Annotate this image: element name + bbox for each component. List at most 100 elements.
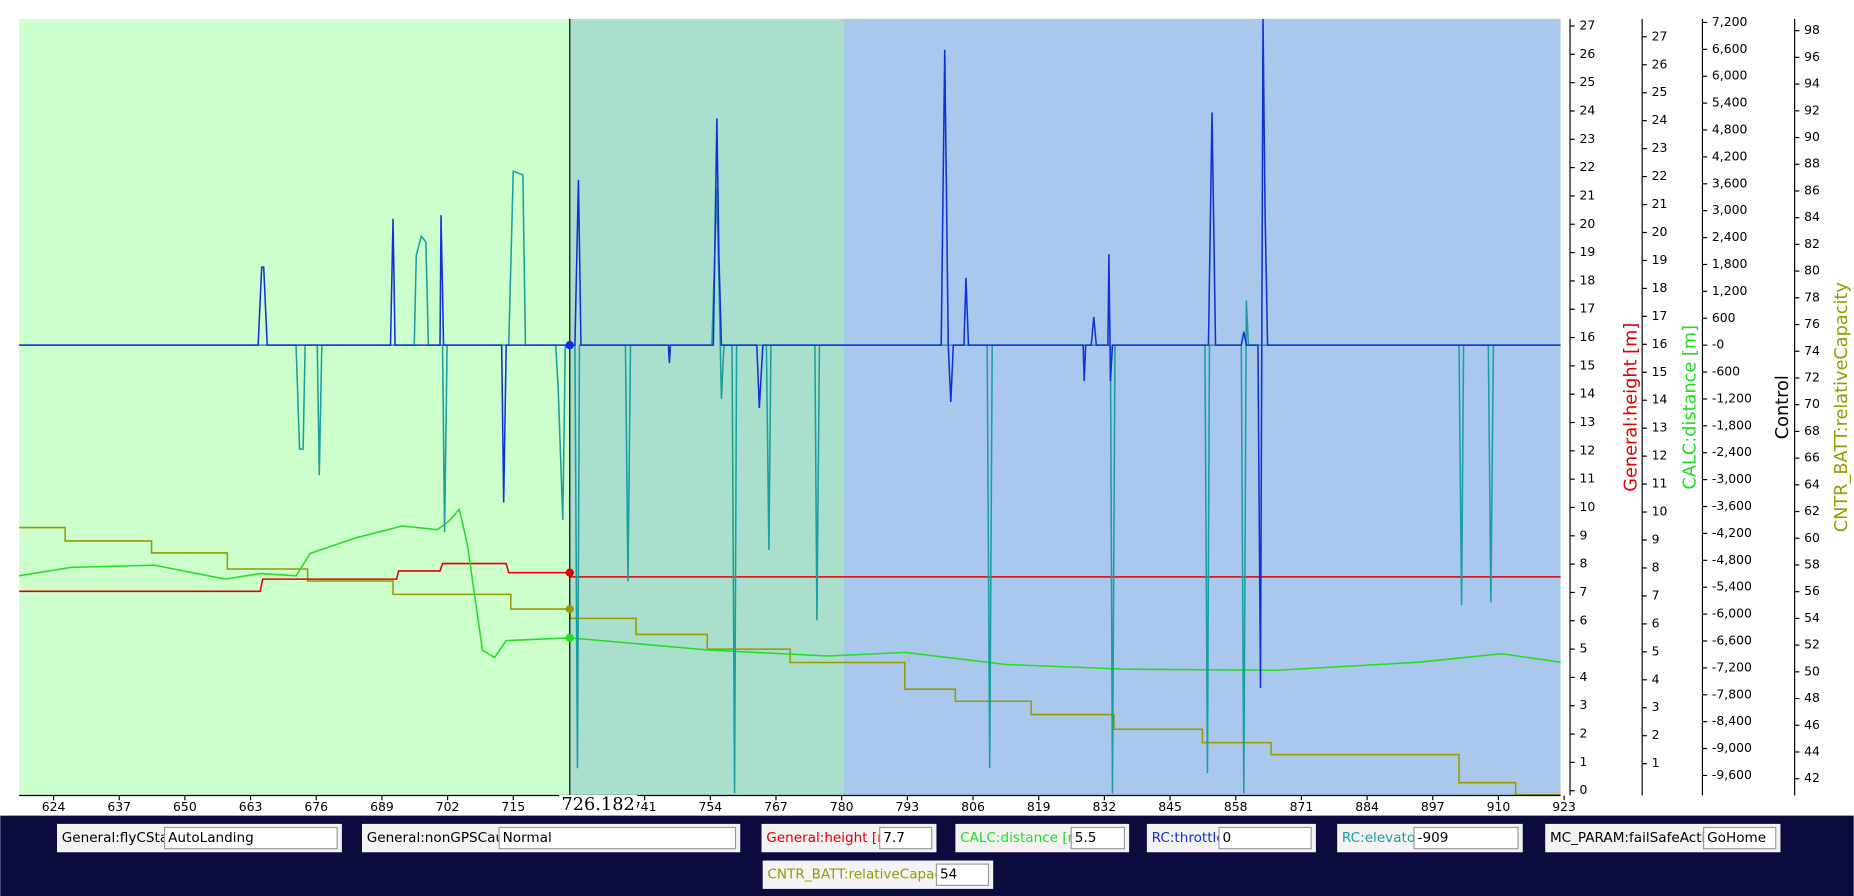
y-tick-label: 22 [1579, 159, 1595, 174]
y-tick-label: 19 [1652, 252, 1668, 267]
y-tick-label: 52 [1804, 637, 1820, 652]
y-tick-label: 25 [1579, 74, 1595, 89]
y-tick-label: 6 [1652, 615, 1660, 630]
y-tick-label: 74 [1804, 343, 1820, 358]
y-tick-label: -5,400 [1712, 579, 1752, 594]
cursor-dot [565, 604, 574, 614]
cursor-label: 726.182 [561, 795, 634, 815]
field-value: AutoLanding [168, 830, 254, 846]
y-tick-label: 48 [1804, 690, 1820, 705]
x-tick-label: 767 [764, 799, 788, 814]
y-tick-label: 56 [1804, 583, 1820, 598]
field-value: GoHome [1707, 830, 1766, 846]
y-tick-label: 72 [1804, 369, 1820, 384]
y-tick-label: 3 [1579, 697, 1587, 712]
y-tick-label: 17 [1579, 301, 1595, 316]
y-tick-label: 3,600 [1712, 175, 1748, 190]
x-tick-label: 637 [107, 799, 131, 814]
y-tick-label: 2 [1579, 726, 1587, 741]
x-tick-label: 806 [961, 799, 985, 814]
y-tick-label: 80 [1804, 263, 1820, 278]
y-tick-label: -0 [1712, 337, 1724, 352]
y-tick-label: 88 [1804, 156, 1820, 171]
cursor-dot [565, 568, 574, 577]
y-tick-label: 7,200 [1712, 14, 1748, 29]
field-value-box[interactable] [935, 863, 990, 886]
field-value-box[interactable] [1703, 826, 1777, 850]
y-tick-label: 12 [1652, 448, 1668, 463]
y-tick-label: 98 [1804, 22, 1820, 37]
y-tick-label: -4,800 [1712, 552, 1752, 567]
y-tick-label: 11 [1579, 471, 1595, 486]
field-value-box[interactable] [1218, 826, 1312, 850]
y-tick-label: 10 [1579, 499, 1595, 514]
y-tick-label: 86 [1804, 182, 1820, 197]
x-tick-label: 884 [1355, 799, 1379, 814]
field-label: CNTR_BATT:relativeCapacity [767, 867, 959, 883]
y-tick-label: 92 [1804, 102, 1820, 117]
y-tick-label: -6,600 [1712, 632, 1752, 647]
field-label: MC_PARAM:failSafeAction [1550, 830, 1722, 846]
y-tick-label: 21 [1579, 187, 1595, 202]
series-line [19, 18, 1561, 689]
field-value-box[interactable] [498, 826, 737, 850]
y-tick-label: 23 [1652, 140, 1668, 155]
y-axis-title: Control [1773, 375, 1793, 439]
y-tick-label: -1,800 [1712, 417, 1752, 432]
flight-mode-region [843, 18, 1561, 796]
y-tick-label: 23 [1579, 131, 1595, 146]
x-tick-label: 650 [173, 799, 197, 814]
y-tick-label: 12 [1579, 442, 1595, 457]
y-tick-label: 14 [1579, 386, 1595, 401]
y-tick-label: 17 [1652, 308, 1668, 323]
y-axis-title: CNTR_BATT:relativeCapacity [1832, 282, 1852, 532]
field-label: General:flyCState [62, 830, 182, 846]
y-tick-label: 78 [1804, 289, 1820, 304]
y-tick-label: 5,400 [1712, 95, 1748, 110]
cursor-label-bg [559, 794, 638, 815]
y-axis-title: General:height [m] [1622, 323, 1642, 492]
y-tick-label: 15 [1579, 357, 1595, 372]
field-value-box[interactable] [879, 826, 933, 850]
y-tick-label: 27 [1652, 28, 1668, 43]
field-value-box[interactable] [1413, 826, 1519, 850]
field-value: 5.5 [1075, 830, 1097, 846]
y-tick-label: 20 [1652, 224, 1668, 239]
y-tick-label: -8,400 [1712, 713, 1752, 728]
y-tick-label: 10 [1652, 504, 1668, 519]
y-tick-label: -2,400 [1712, 444, 1752, 459]
x-tick-label: 793 [895, 799, 919, 814]
y-tick-label: 84 [1804, 209, 1820, 224]
y-tick-label: 1 [1579, 754, 1587, 769]
x-tick-label: 741 [633, 799, 657, 814]
y-tick-label: 18 [1579, 272, 1595, 287]
x-tick-label: 715 [501, 799, 525, 814]
y-tick-label: 27 [1579, 17, 1595, 32]
y-tick-label: 64 [1804, 476, 1820, 491]
y-tick-label: -9,000 [1712, 740, 1752, 755]
y-tick-label: 11 [1652, 476, 1668, 491]
y-tick-label: 24 [1652, 112, 1668, 127]
y-tick-label: 96 [1804, 49, 1820, 64]
x-tick-label: 754 [698, 799, 722, 814]
field-value-box[interactable] [1070, 826, 1125, 850]
x-tick-label: 780 [830, 799, 854, 814]
field-value: 0 [1223, 830, 1232, 846]
y-tick-label: 1,800 [1712, 256, 1748, 271]
y-tick-label: -600 [1712, 364, 1740, 379]
x-tick-label: 923 [1552, 799, 1576, 814]
flight-mode-region [569, 18, 844, 796]
y-tick-label: 21 [1652, 196, 1668, 211]
y-tick-label: 82 [1804, 236, 1820, 251]
y-tick-label: 13 [1652, 420, 1668, 435]
field-value-box[interactable] [163, 826, 338, 850]
field-value: -909 [1418, 830, 1449, 846]
y-tick-label: -7,800 [1712, 686, 1752, 701]
y-tick-label: 62 [1804, 503, 1820, 518]
y-tick-label: 15 [1652, 364, 1668, 379]
cursor-dot [565, 341, 574, 350]
y-tick-label: 5 [1652, 643, 1660, 658]
y-tick-label: -9,600 [1712, 767, 1752, 782]
field-label: General:nonGPSCause [367, 830, 520, 846]
x-tick-label: 689 [370, 799, 394, 814]
